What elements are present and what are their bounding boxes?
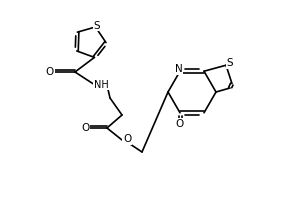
Text: O: O [46, 67, 54, 77]
Text: S: S [93, 21, 100, 31]
Text: O: O [123, 134, 131, 144]
Text: O: O [176, 119, 184, 129]
Text: N: N [175, 64, 183, 74]
Text: NH: NH [94, 80, 108, 90]
Text: O: O [81, 123, 89, 133]
Text: S: S [227, 58, 233, 68]
